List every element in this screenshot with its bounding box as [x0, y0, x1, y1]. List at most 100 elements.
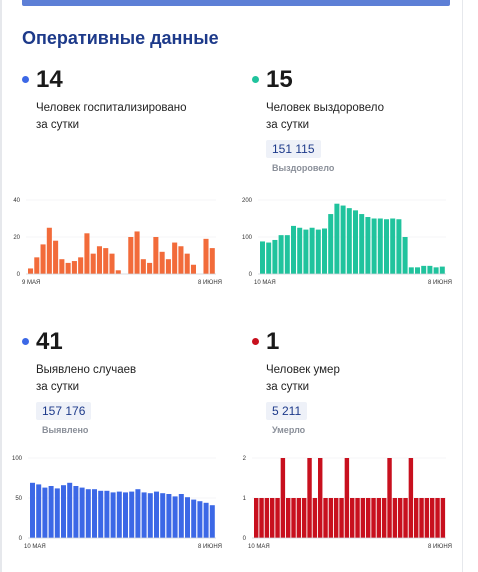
bar: [40, 244, 46, 274]
cases-value: 41: [36, 328, 63, 355]
x-start-label: 10 МАЯ: [254, 280, 276, 286]
bar: [366, 498, 371, 538]
bar: [303, 229, 309, 274]
cases-total-label: Выявлено: [42, 425, 89, 435]
y-tick-label: 1: [243, 496, 247, 502]
bar: [297, 227, 303, 274]
bar: [377, 218, 383, 274]
bar: [365, 217, 371, 274]
card-head: 1: [252, 328, 472, 358]
bar: [160, 493, 166, 538]
bar: [203, 502, 209, 538]
bar: [398, 498, 403, 538]
deaths-value: 1: [266, 328, 280, 355]
bar: [430, 498, 435, 538]
cases-total: 157 176: [36, 402, 92, 420]
bar: [190, 264, 196, 274]
bar: [254, 498, 259, 538]
bar: [302, 498, 307, 538]
bar: [403, 498, 408, 538]
bar: [322, 228, 327, 274]
bar: [424, 498, 430, 538]
bar: [178, 246, 184, 274]
bar: [427, 265, 433, 274]
bar: [328, 498, 334, 538]
bar: [172, 496, 178, 538]
bar: [286, 498, 291, 538]
x-end-label: 8 ИЮНЯ: [198, 544, 222, 550]
bar: [28, 268, 34, 274]
bar: [266, 242, 272, 274]
bar: [128, 237, 134, 274]
bar: [172, 242, 178, 274]
indicator-dot-icon: [22, 338, 29, 345]
bar: [275, 498, 280, 538]
bar: [334, 498, 339, 538]
x-start-label: 10 МАЯ: [248, 544, 270, 550]
bar: [79, 487, 85, 538]
bar: [104, 490, 110, 538]
bar: [371, 218, 377, 274]
deaths-total-label: Умерло: [272, 425, 306, 435]
indicator-dot-icon: [252, 76, 259, 83]
bar: [408, 458, 414, 538]
x-end-label: 8 ИЮНЯ: [428, 544, 452, 550]
y-tick-label: 0: [243, 536, 247, 542]
bar: [78, 257, 84, 274]
bar: [307, 458, 312, 538]
bar: [185, 497, 190, 538]
recovered-total-label: Выздоровело: [272, 163, 335, 173]
hospitalized-chart: 0 20 40 9 МАЯ 8 ИЮНЯ: [13, 198, 222, 286]
bar: [371, 498, 376, 538]
bar: [59, 259, 65, 274]
y-tick-label: 100: [242, 235, 253, 241]
bar: [414, 498, 419, 538]
bar: [154, 491, 159, 538]
description-line: за сутки: [266, 119, 310, 131]
bar: [54, 488, 60, 538]
bar: [61, 485, 66, 538]
hospitalized-description: Человек госпитализировано за сутки: [36, 100, 236, 134]
bar: [291, 498, 296, 538]
bar: [259, 498, 264, 538]
bar: [260, 241, 265, 274]
bar: [53, 240, 59, 274]
bar: [147, 493, 153, 538]
y-tick-label: 200: [242, 198, 253, 204]
recovered-chart: 0 100 200 10 МАЯ 8 ИЮНЯ: [242, 198, 452, 286]
bar: [396, 219, 402, 274]
bar: [116, 491, 122, 538]
bar: [318, 458, 323, 538]
bar: [178, 494, 184, 538]
card-deaths: 1 Человек умер за сутки 5 211 Умерло: [252, 328, 472, 435]
bar: [359, 214, 365, 274]
y-tick-label: 50: [15, 496, 22, 502]
bar: [67, 482, 73, 538]
card-head: 41: [22, 328, 242, 358]
bar: [123, 492, 128, 538]
bar: [355, 498, 360, 538]
x-end-label: 8 ИЮНЯ: [198, 280, 222, 286]
deaths-total: 5 211: [266, 402, 308, 420]
card-recovered: 15 Человек выздоровело за сутки 151 115 …: [252, 66, 472, 173]
bar: [272, 239, 278, 274]
cases-chart: 0 50 100 10 МАЯ 8 ИЮНЯ: [12, 456, 222, 550]
description-line: за сутки: [266, 381, 310, 393]
cases-description: Выявлено случаев за сутки: [36, 362, 236, 396]
card-hospitalized: 14 Человек госпитализировано за сутки: [22, 66, 242, 131]
bar: [270, 498, 275, 538]
bar: [334, 203, 340, 274]
bar: [46, 227, 52, 274]
bar: [390, 218, 396, 274]
bar: [439, 266, 445, 274]
hospitalized-value: 14: [36, 66, 63, 93]
y-tick-label: 20: [13, 235, 20, 241]
bar: [184, 253, 190, 274]
bar: [408, 267, 414, 274]
bar: [203, 238, 209, 274]
bar: [312, 498, 318, 538]
bar: [296, 498, 302, 538]
bar: [197, 501, 203, 538]
deaths-description: Человек умер за сутки: [266, 362, 466, 396]
bar: [278, 235, 284, 274]
